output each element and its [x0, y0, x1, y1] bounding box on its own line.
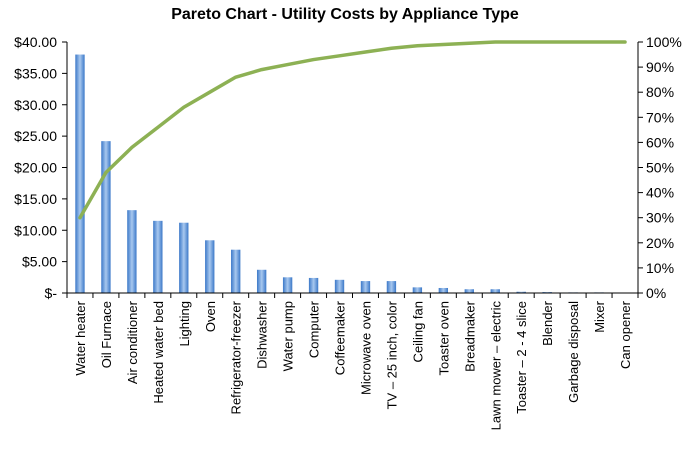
category-label: Microwave oven: [358, 301, 373, 395]
bar: [438, 287, 449, 293]
category-label: Lighting: [177, 301, 192, 347]
cumulative-line: [78, 40, 627, 220]
right-tick-label: 80%: [646, 84, 674, 100]
category-label: Toaster oven: [436, 301, 451, 375]
right-tick-label: 70%: [646, 109, 674, 125]
bar: [282, 277, 293, 293]
right-tick-label: 30%: [646, 210, 674, 226]
category-label: Lawn mower – electric: [488, 301, 503, 431]
category-label: Oil Furnace: [99, 301, 114, 368]
right-tick-label: 20%: [646, 235, 674, 251]
left-tick-label: $25.00: [14, 128, 57, 144]
category-label: Refrigerator-freezer: [229, 300, 244, 414]
bar: [153, 220, 163, 293]
bar: [464, 289, 474, 293]
category-label: Water heater: [73, 300, 88, 375]
cumulative-line-series: [78, 40, 627, 220]
left-tick-label: $10.00: [14, 222, 57, 238]
bar: [334, 279, 345, 293]
category-label: TV – 25 inch, color: [384, 300, 399, 409]
right-tick-label: 90%: [646, 59, 674, 75]
left-tick-label: $30.00: [14, 97, 57, 113]
category-label: Ceiling fan: [410, 301, 425, 362]
bar: [412, 287, 423, 293]
left-tick-label: $-: [45, 285, 58, 301]
bar: [516, 291, 526, 293]
category-label: Computer: [307, 300, 322, 358]
right-tick-label: 10%: [646, 260, 674, 276]
right-tick-label: 0%: [646, 285, 666, 301]
category-label: Coffeemaker: [333, 300, 348, 375]
category-label: Breadmaker: [462, 300, 477, 371]
right-tick-label: 50%: [646, 160, 674, 176]
left-tick-label: $15.00: [14, 191, 57, 207]
bar-series: [75, 54, 630, 294]
bar: [386, 281, 397, 293]
category-label: Water pump: [281, 301, 296, 371]
left-tick-label: $35.00: [14, 65, 57, 81]
category-label: Oven: [203, 301, 218, 332]
category-label: Toaster – 2 - 4 slice: [514, 301, 529, 414]
bar: [308, 277, 319, 293]
category-label: Blender: [540, 300, 555, 345]
category-label: Heated water bed: [151, 301, 166, 404]
left-tick-label: $5.00: [22, 254, 57, 270]
bar: [231, 249, 241, 293]
right-tick-label: 100%: [646, 34, 682, 50]
category-label: Mixer: [592, 300, 607, 332]
category-label: Dishwasher: [255, 300, 270, 369]
right-tick-label: 60%: [646, 134, 674, 150]
bar: [75, 54, 85, 293]
bar: [490, 289, 500, 293]
right-tick-label: 40%: [646, 185, 674, 201]
axes: [62, 41, 643, 298]
bar: [205, 240, 215, 293]
bar: [179, 222, 189, 293]
bar: [127, 210, 137, 293]
chart-title: Pareto Chart - Utility Costs by Applianc…: [171, 6, 519, 23]
tick-labels: $- $5.00 $10.00 $15.00 $20.00 $25.00 $30.00 $35…: [14, 34, 682, 430]
category-label: Air conditioner: [125, 300, 140, 384]
bar: [256, 269, 267, 293]
category-label: Can opener: [618, 300, 633, 369]
category-label: Garbage disposal: [566, 301, 581, 403]
bar: [360, 281, 371, 293]
left-tick-label: $40.00: [14, 34, 57, 50]
left-tick-label: $20.00: [14, 160, 57, 176]
bar: [101, 141, 111, 293]
